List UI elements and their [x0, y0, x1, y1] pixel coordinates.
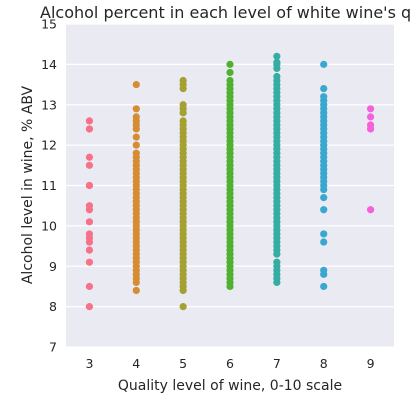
data-point — [226, 60, 234, 68]
data-point — [132, 105, 140, 113]
data-point — [226, 68, 234, 77]
data-point — [85, 117, 94, 125]
x-tick-label: 7 — [273, 356, 281, 371]
data-point — [132, 133, 140, 141]
y-tick-label: 13 — [41, 97, 57, 112]
y-tick-label: 12 — [41, 138, 57, 153]
data-point — [366, 105, 375, 113]
series-quality-8 — [320, 60, 328, 291]
data-point — [320, 282, 328, 291]
y-tick-label: 7 — [49, 340, 57, 355]
data-point — [85, 282, 94, 291]
data-point — [273, 72, 281, 81]
data-point — [320, 93, 328, 101]
data-point — [132, 80, 140, 89]
data-point — [320, 85, 328, 93]
data-point — [320, 60, 328, 68]
data-point — [85, 161, 94, 169]
y-tick-label: 9 — [49, 259, 57, 274]
y-tick-label: 14 — [41, 57, 57, 72]
data-point — [132, 113, 140, 121]
y-tick-label: 15 — [41, 17, 57, 32]
y-tick-label: 8 — [49, 299, 57, 314]
data-point — [273, 52, 281, 60]
data-point — [85, 202, 94, 210]
x-tick-label: 6 — [226, 356, 234, 371]
x-tick-label: 4 — [132, 356, 140, 371]
series-quality-5 — [179, 76, 187, 311]
data-point — [85, 153, 94, 161]
data-points — [85, 52, 375, 311]
data-point — [179, 117, 187, 125]
data-point — [320, 238, 328, 246]
data-point — [366, 206, 375, 214]
y-axis-label: Alcohol level in wine, % ABV — [20, 85, 36, 284]
y-tick-label: 11 — [41, 178, 57, 193]
data-point — [273, 258, 281, 266]
x-tick-label: 5 — [179, 356, 187, 371]
data-point — [320, 206, 328, 214]
data-point — [85, 258, 94, 266]
data-point — [179, 303, 187, 311]
data-point — [85, 246, 94, 254]
x-tick-label: 3 — [85, 356, 93, 371]
data-point — [132, 141, 140, 149]
data-point — [132, 149, 140, 157]
x-tick-labels: 3 4 5 6 7 8 9 — [85, 356, 374, 371]
series-quality-3 — [85, 117, 94, 311]
series-quality-4 — [132, 80, 140, 295]
y-tick-label: 10 — [41, 218, 57, 233]
data-point — [320, 230, 328, 238]
data-point — [226, 76, 234, 85]
data-point — [85, 181, 94, 190]
data-point — [179, 101, 187, 109]
x-axis-label: Quality level of wine, 0-10 scale — [118, 378, 342, 394]
y-tick-labels: 7 8 9 10 11 12 13 14 15 — [41, 17, 57, 355]
data-point — [320, 266, 328, 274]
data-point — [366, 121, 375, 129]
data-point — [366, 113, 375, 121]
data-point — [85, 303, 94, 311]
x-tick-label: 8 — [320, 356, 328, 371]
series-quality-6 — [226, 60, 234, 291]
data-point — [85, 125, 94, 133]
data-point — [132, 286, 140, 295]
data-point — [85, 230, 94, 238]
data-point — [179, 76, 187, 85]
data-point — [85, 218, 94, 226]
chart-title: Alcohol percent in each level of white w… — [40, 3, 412, 22]
data-point — [273, 58, 281, 66]
data-point — [320, 194, 328, 202]
series-quality-9 — [366, 105, 375, 214]
series-quality-7 — [273, 52, 281, 286]
x-tick-label: 9 — [367, 356, 375, 371]
